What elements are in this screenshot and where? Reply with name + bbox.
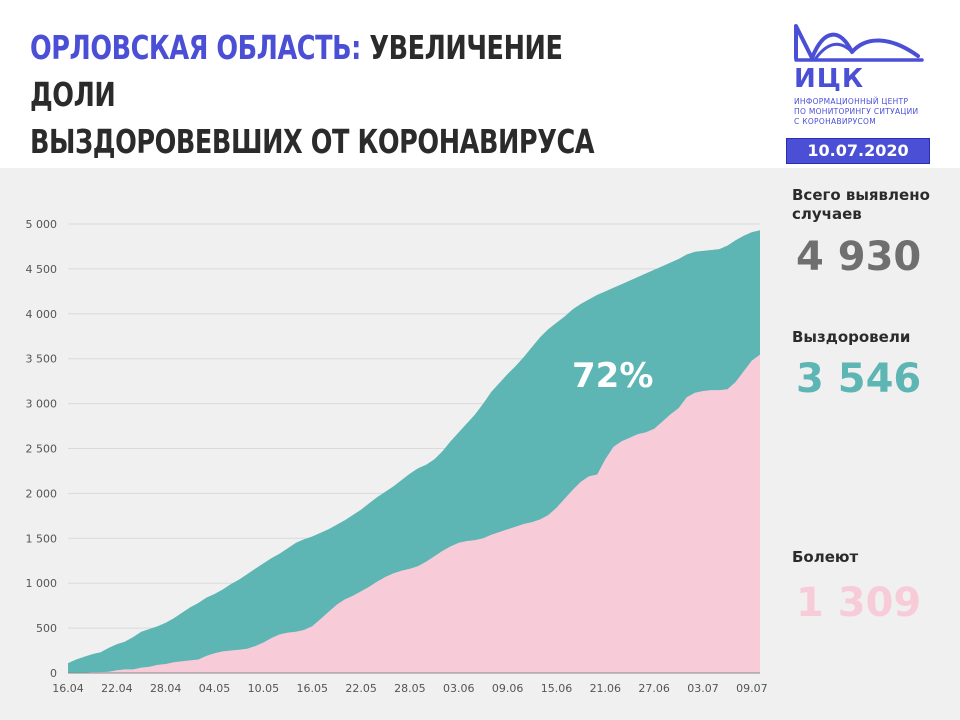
y-tick-label: 1 500 (26, 532, 58, 545)
y-axis-ticks: 0 500 1 000 1 500 2 000 2 500 3 000 3 500 4 000 4… (26, 218, 58, 680)
y-tick-label: 3 000 (26, 398, 58, 411)
area-chart: 0 500 1 000 1 500 2 000 2 500 3 000 3 500 4 000 4… (26, 218, 768, 695)
x-tick-label: 22.05 (345, 682, 377, 695)
y-tick-label: 4 500 (26, 263, 58, 276)
x-tick-label: 09.06 (492, 682, 524, 695)
recovered-share-label: 72% (572, 356, 653, 396)
logo-description-line: С КОРОНАВИРУСОМ (794, 117, 877, 126)
x-tick-label: 03.06 (443, 682, 475, 695)
logo-name: ИЦК (794, 64, 865, 94)
y-tick-label: 500 (36, 622, 57, 635)
sick-label: Болеют (792, 548, 859, 566)
logo-icon (794, 24, 924, 62)
recovered-area (68, 354, 760, 673)
x-axis-ticks: 16.04 22.04 28.04 04.05 10.05 16.05 22.05 28.05… (52, 682, 767, 695)
title-line-2: ВЫЗДОРОВЕВШИХ ОТ КОРОНАВИРУСА (30, 122, 595, 161)
total-cases-label: Всего выявлено случаев (792, 186, 930, 223)
logo-description-line: ИНФОРМАЦИОННЫЙ ЦЕНТР (794, 97, 909, 106)
x-tick-label: 15.06 (541, 682, 573, 695)
recovered-label: Выздоровели (792, 328, 911, 346)
x-tick-label: 28.04 (150, 682, 182, 695)
y-tick-label: 3 500 (26, 353, 58, 366)
date-badge: 10.07.2020 (786, 138, 930, 164)
y-tick-label: 2 000 (26, 487, 58, 500)
title-region: ОРЛОВСКАЯ ОБЛАСТЬ: (30, 28, 361, 67)
x-tick-label: 09.07 (736, 682, 768, 695)
y-tick-label: 2 500 (26, 443, 58, 456)
x-tick-label: 16.05 (296, 682, 328, 695)
x-tick-label: 04.05 (199, 682, 231, 695)
x-tick-label: 21.06 (590, 682, 622, 695)
title-line1-rest: УВЕЛИЧЕНИЕ ДОЛИ (30, 28, 563, 114)
y-tick-label: 0 (50, 667, 57, 680)
logo-description: ИНФОРМАЦИОННЫЙ ЦЕНТР ПО МОНИТОРИНГУ СИТУ… (794, 97, 944, 127)
x-tick-label: 22.04 (101, 682, 133, 695)
x-tick-label: 28.05 (394, 682, 426, 695)
title-line-1: ОРЛОВСКАЯ ОБЛАСТЬ: УВЕЛИЧЕНИЕ ДОЛИ (30, 24, 632, 118)
x-tick-label: 16.04 (52, 682, 84, 695)
page-title: ОРЛОВСКАЯ ОБЛАСТЬ: УВЕЛИЧЕНИЕ ДОЛИ ВЫЗДО… (30, 24, 632, 165)
x-tick-label: 27.06 (638, 682, 670, 695)
sick-value: 1 309 (796, 580, 922, 626)
y-tick-label: 1 000 (26, 577, 58, 590)
recovered-value: 3 546 (796, 356, 922, 402)
x-tick-label: 03.07 (687, 682, 719, 695)
x-tick-label: 10.05 (248, 682, 280, 695)
y-tick-label: 5 000 (26, 218, 58, 231)
logo-description-line: ПО МОНИТОРИНГУ СИТУАЦИИ (794, 107, 919, 116)
y-tick-label: 4 000 (26, 308, 58, 321)
total-cases-value: 4 930 (796, 234, 922, 280)
